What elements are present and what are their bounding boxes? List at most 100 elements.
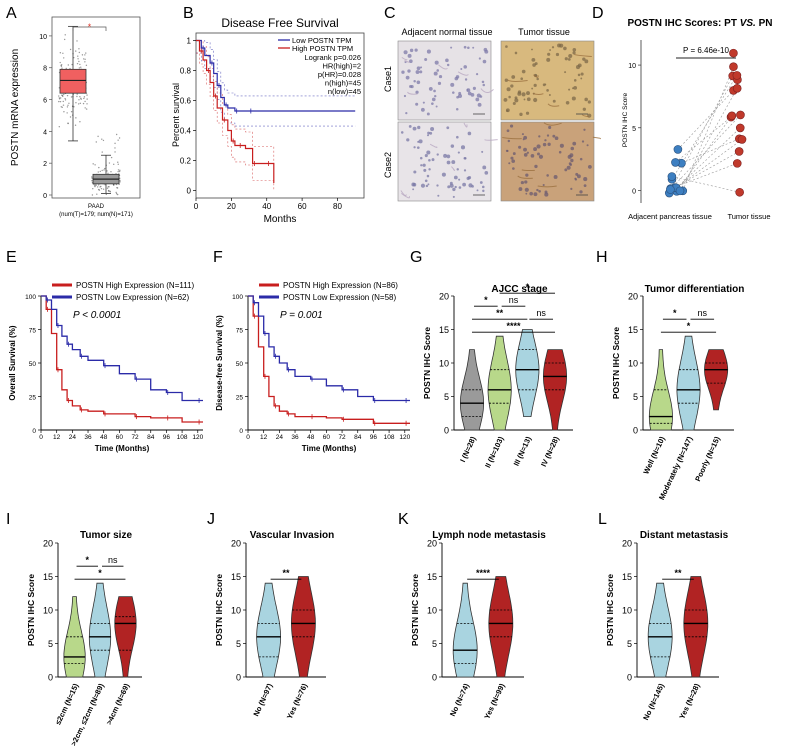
- x-tick-label: 96: [370, 434, 378, 441]
- x-category-label: Yes (N=28): [677, 682, 701, 721]
- stained-nucleus: [446, 126, 450, 130]
- stained-nucleus: [544, 190, 548, 194]
- pair-line: [679, 88, 738, 192]
- stained-nucleus: [567, 57, 571, 61]
- y-tick-label: 15: [628, 325, 638, 335]
- significance-label: *: [526, 282, 530, 292]
- data-point: [84, 58, 86, 60]
- data-point: [104, 167, 106, 170]
- stained-nucleus: [446, 63, 450, 67]
- stained-nucleus: [542, 142, 547, 147]
- stained-nucleus: [412, 126, 417, 131]
- stained-nucleus: [581, 140, 585, 143]
- data-point: [77, 58, 79, 60]
- stained-nucleus: [462, 182, 466, 187]
- y-tick-label: 20: [622, 539, 632, 549]
- data-point: [94, 185, 96, 187]
- stained-nucleus: [567, 154, 572, 159]
- stained-nucleus: [468, 183, 473, 188]
- data-point: [73, 106, 75, 108]
- data-point: [96, 186, 99, 188]
- stained-nucleus: [419, 70, 423, 74]
- x-category-label: No (N=74): [448, 682, 471, 718]
- stained-nucleus: [443, 153, 448, 158]
- data-point: [85, 108, 88, 110]
- stained-nucleus: [506, 87, 511, 92]
- stained-nucleus: [416, 66, 421, 71]
- data-point: [59, 97, 62, 99]
- stained-nucleus: [584, 59, 589, 64]
- stained-nucleus: [586, 144, 589, 147]
- data-point: [59, 61, 61, 64]
- x-tick-label: 36: [84, 434, 92, 441]
- stained-nucleus: [563, 46, 567, 51]
- stained-nucleus: [583, 184, 587, 188]
- data-point: [75, 117, 77, 119]
- stained-nucleus: [424, 58, 428, 62]
- chart-title: Tumor differentiation: [645, 284, 745, 295]
- stained-nucleus: [504, 78, 509, 82]
- stained-nucleus: [525, 111, 530, 115]
- data-point: [92, 163, 94, 165]
- stained-nucleus: [481, 80, 485, 84]
- stained-nucleus: [463, 45, 467, 49]
- data-point: [61, 94, 64, 97]
- x-tick-label: 40: [262, 202, 271, 211]
- x-tick-label: 120: [192, 434, 203, 441]
- data-point: [95, 141, 97, 143]
- stained-nucleus: [470, 92, 475, 97]
- legend-high-label: POSTN High Expression (N=111): [76, 281, 195, 290]
- stained-nucleus: [407, 69, 411, 73]
- data-point: [98, 166, 100, 169]
- y-tick-label: 2: [43, 161, 47, 168]
- stained-nucleus: [426, 174, 430, 178]
- violin-1: [488, 576, 514, 678]
- chart-title: AJCC stage: [491, 284, 548, 295]
- data-point: [76, 95, 78, 98]
- tumor-point: [736, 110, 745, 120]
- stained-nucleus: [419, 156, 423, 160]
- stained-nucleus: [460, 145, 466, 150]
- stained-nucleus: [451, 160, 456, 165]
- y-tick-label: 5: [444, 392, 449, 402]
- x-tick-label: 24: [276, 434, 284, 441]
- stained-nucleus: [400, 131, 404, 134]
- data-point: [97, 184, 100, 186]
- adjacent-point: [667, 172, 677, 181]
- stained-nucleus: [524, 187, 529, 192]
- x-category-label: I (N=28): [458, 435, 478, 464]
- y-tick-label: 10: [622, 606, 632, 616]
- stained-nucleus: [559, 43, 564, 48]
- stained-nucleus: [426, 150, 431, 155]
- stained-nucleus: [416, 80, 421, 85]
- y-tick-label: 20: [427, 539, 437, 549]
- data-point: [114, 151, 116, 153]
- stained-nucleus: [436, 184, 439, 187]
- adjacent-point: [666, 185, 675, 194]
- tissue-fiber: [480, 88, 494, 94]
- stained-nucleus: [508, 95, 511, 99]
- stained-nucleus: [482, 59, 487, 64]
- stained-nucleus: [559, 143, 564, 148]
- data-point: [66, 94, 69, 97]
- data-point: [117, 139, 119, 141]
- ihc-image-adjacent: [397, 121, 492, 202]
- tumor-point: [729, 48, 738, 58]
- x-tick-label: 84: [354, 434, 362, 441]
- data-point: [63, 111, 65, 113]
- stained-nucleus: [446, 160, 451, 165]
- tumor-point: [732, 84, 742, 93]
- stained-nucleus: [525, 192, 528, 195]
- pair-line: [671, 176, 740, 193]
- data-point: [76, 93, 78, 95]
- violin-0: [647, 582, 673, 678]
- significance-label: *: [86, 555, 90, 565]
- stained-nucleus: [422, 163, 426, 167]
- data-point: [77, 103, 80, 105]
- x-tick-label: 48: [307, 434, 315, 441]
- adjacent-point: [671, 158, 680, 167]
- data-point: [76, 62, 79, 65]
- pair-line: [675, 139, 743, 189]
- data-point: [114, 147, 116, 149]
- stained-nucleus: [415, 102, 419, 106]
